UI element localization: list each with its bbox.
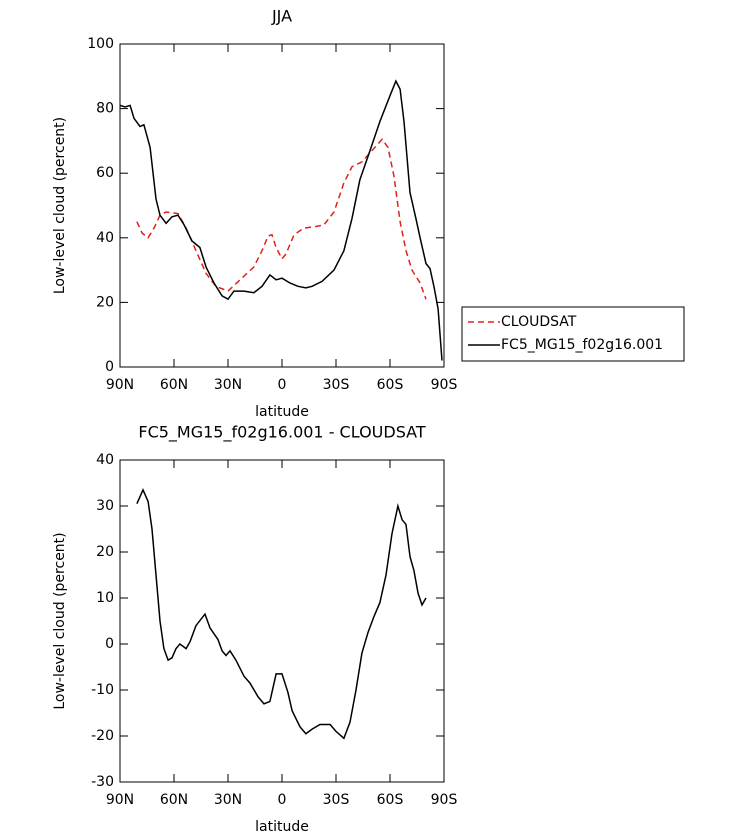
legend-label: FC5_MG15_f02g16.001	[501, 337, 663, 353]
x-tick-label: 90N	[106, 792, 134, 808]
x-tick-label: 60S	[377, 377, 404, 393]
x-tick-label: 60N	[160, 377, 188, 393]
x-tick-label: 30N	[214, 377, 242, 393]
x-tick-label: 30S	[323, 792, 350, 808]
y-tick-label: 80	[96, 101, 114, 117]
x-tick-label: 90S	[431, 792, 458, 808]
data-line	[136, 138, 427, 300]
x-tick-label: 60N	[160, 792, 188, 808]
x-axis-label: latitude	[255, 404, 309, 420]
y-tick-label: 100	[87, 36, 114, 52]
x-tick-label: 60S	[377, 792, 404, 808]
legend-box	[461, 306, 685, 362]
x-tick-label: 30S	[323, 377, 350, 393]
plot-frame	[119, 43, 445, 368]
y-tick-label: 40	[96, 452, 114, 468]
x-tick-label: 90S	[431, 377, 458, 393]
x-tick-label: 0	[278, 377, 287, 393]
y-axis-label: Low-level cloud (percent)	[52, 117, 68, 294]
y-tick-label: 0	[105, 359, 114, 375]
y-tick-label: 10	[96, 590, 114, 606]
y-tick-label: 20	[96, 294, 114, 310]
x-axis-label: latitude	[255, 819, 309, 835]
y-tick-label: 30	[96, 498, 114, 514]
data-line	[136, 488, 427, 740]
data-line	[119, 79, 443, 361]
y-tick-label: -10	[91, 682, 114, 698]
y-tick-label: 20	[96, 544, 114, 560]
y-tick-label: -20	[91, 728, 114, 744]
y-tick-label: 0	[105, 636, 114, 652]
y-tick-label: -30	[91, 774, 114, 790]
y-axis-label: Low-level cloud (percent)	[52, 532, 68, 709]
x-tick-label: 30N	[214, 792, 242, 808]
y-tick-label: 60	[96, 165, 114, 181]
x-tick-label: 90N	[106, 377, 134, 393]
plot-frame	[119, 459, 445, 783]
x-tick-label: 0	[278, 792, 287, 808]
chart-title: JJA	[271, 7, 292, 26]
y-tick-label: 40	[96, 230, 114, 246]
legend-label: CLOUDSAT	[501, 314, 577, 330]
chart-title: FC5_MG15_f02g16.001 - CLOUDSAT	[138, 423, 425, 443]
